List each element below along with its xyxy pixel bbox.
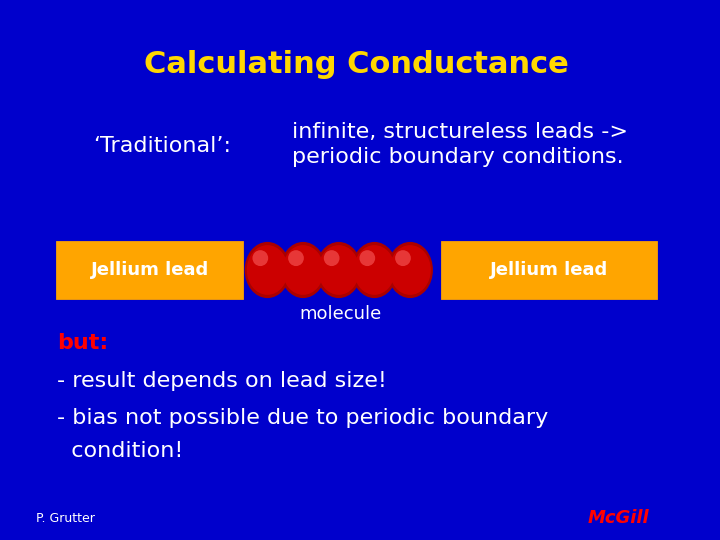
- Ellipse shape: [288, 250, 304, 266]
- Text: Calculating Conductance: Calculating Conductance: [144, 50, 569, 79]
- Ellipse shape: [387, 242, 433, 298]
- Text: P. Grutter: P. Grutter: [36, 512, 94, 525]
- Ellipse shape: [280, 242, 326, 298]
- Ellipse shape: [324, 250, 340, 266]
- Text: McGill: McGill: [588, 509, 649, 528]
- Text: but:: but:: [57, 333, 108, 353]
- Text: periodic boundary conditions.: periodic boundary conditions.: [292, 146, 624, 167]
- Ellipse shape: [395, 250, 411, 266]
- Text: molecule: molecule: [300, 305, 382, 323]
- Text: - bias not possible due to periodic boundary: - bias not possible due to periodic boun…: [57, 408, 549, 429]
- Ellipse shape: [316, 242, 361, 298]
- Ellipse shape: [253, 250, 268, 266]
- Text: infinite, structureless leads ->: infinite, structureless leads ->: [292, 122, 629, 143]
- Text: condition!: condition!: [57, 441, 184, 461]
- Text: - result depends on lead size!: - result depends on lead size!: [57, 370, 387, 391]
- Bar: [442, 241, 656, 298]
- Ellipse shape: [247, 245, 288, 295]
- Ellipse shape: [351, 242, 397, 298]
- Ellipse shape: [390, 245, 431, 295]
- Ellipse shape: [282, 245, 324, 295]
- Bar: [57, 241, 243, 298]
- Ellipse shape: [318, 245, 359, 295]
- Ellipse shape: [354, 245, 395, 295]
- Text: Jellium lead: Jellium lead: [91, 261, 209, 279]
- Ellipse shape: [245, 242, 290, 298]
- Ellipse shape: [359, 250, 375, 266]
- Text: ‘Traditional’:: ‘Traditional’:: [93, 136, 230, 156]
- Text: Jellium lead: Jellium lead: [490, 261, 608, 279]
